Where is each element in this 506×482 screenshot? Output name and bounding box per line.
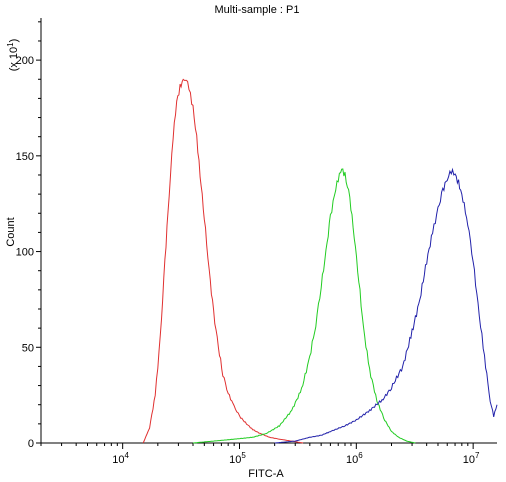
y-tick-label: 50 xyxy=(22,342,34,354)
histogram-series-2 xyxy=(192,168,416,444)
y-multiplier-close: ) xyxy=(8,39,20,43)
y-tick-label: 100 xyxy=(16,247,34,259)
y-axis-multiplier: (x 101) xyxy=(6,39,20,72)
x-tick-label: 106 xyxy=(346,451,363,466)
y-tick-label: 0 xyxy=(28,438,34,450)
x-tick-label: 105 xyxy=(229,451,246,466)
x-axis-label: FITC-A xyxy=(248,468,284,480)
series-layer xyxy=(142,78,498,444)
y-multiplier-exp: 1 xyxy=(6,42,15,47)
axes: 0 50 100 150 200 104 105 106 107 xyxy=(16,18,497,466)
y-multiplier-label: (x 10 xyxy=(8,47,20,71)
x-tick-label: 104 xyxy=(112,451,129,466)
y-tick-label: 150 xyxy=(16,151,34,163)
y-tick-label: 200 xyxy=(16,55,34,67)
histogram-series-3 xyxy=(274,167,498,444)
histogram-series-1 xyxy=(142,78,304,444)
chart-title: Multi-sample : P1 xyxy=(215,4,300,16)
x-tick-label: 107 xyxy=(463,451,480,466)
y-axis-label: Count xyxy=(5,217,17,246)
